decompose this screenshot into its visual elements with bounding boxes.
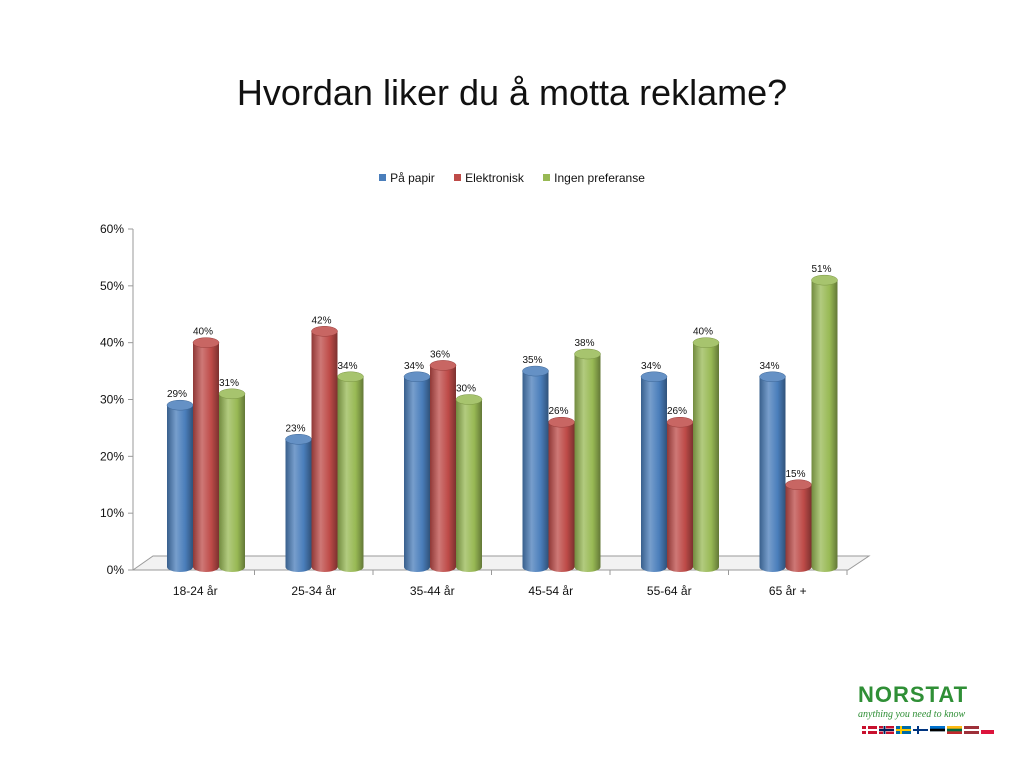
norstat-logo: NORSTAT anything you need to know bbox=[856, 682, 1006, 742]
chart-data-labels: 29% 40% 31% 23% 42% 34% 34% 36% 30% 35% 26% 38% 34% 2… bbox=[167, 264, 832, 480]
data-label-ingen-preferanse-65-ar: 51% bbox=[811, 264, 831, 275]
data-label-ingen-preferanse-35-44-ar: 30% bbox=[456, 384, 476, 395]
data-label-pa-papir-25-34-ar: 23% bbox=[285, 423, 305, 434]
legend-label-ingen-preferanse: Ingen preferanse bbox=[554, 171, 645, 185]
legend-item-elektronisk: Elektronisk bbox=[454, 171, 524, 185]
data-label-pa-papir-55-64-ar: 34% bbox=[641, 361, 661, 372]
bar-elektronisk-45-54-ar bbox=[548, 416, 575, 572]
data-label-elektronisk-18-24-ar: 40% bbox=[193, 327, 213, 338]
y-tick-label: 10% bbox=[100, 506, 124, 520]
data-label-elektronisk-25-34-ar: 42% bbox=[311, 315, 331, 326]
bar-elektronisk-18-24-ar bbox=[192, 337, 220, 572]
legend-swatch-elektronisk bbox=[454, 174, 462, 181]
bar-elektronisk-65-ar bbox=[785, 479, 812, 572]
legend-item-ingen-preferanse: Ingen preferanse bbox=[543, 171, 645, 185]
legend-item-pa-papir: På papir bbox=[379, 171, 435, 185]
legend-swatch-ingen-preferanse bbox=[543, 174, 551, 181]
x-tick-label-25-34-ar: 25-34 år bbox=[291, 584, 336, 598]
chart-title: Hvordan liker du å motta reklame? bbox=[236, 72, 788, 113]
data-label-pa-papir-18-24-ar: 29% bbox=[167, 389, 187, 400]
data-label-elektronisk-65-ar: 15% bbox=[785, 469, 805, 480]
bar-ingen-preferanse-18-24-ar bbox=[218, 388, 246, 572]
bar-ingen-preferanse-55-64-ar bbox=[692, 337, 720, 572]
data-label-ingen-preferanse-55-64-ar: 40% bbox=[693, 327, 713, 338]
chart-legend: På papir Elektronisk Ingen preferanse bbox=[0, 171, 1024, 185]
bar-ingen-preferanse-25-34-ar bbox=[337, 371, 364, 572]
bar-ingen-preferanse-35-44-ar bbox=[455, 394, 483, 572]
legend-label-elektronisk: Elektronisk bbox=[465, 171, 524, 185]
bar-pa-papir-25-34-ar bbox=[285, 434, 312, 572]
bar-ingen-preferanse-65-ar bbox=[811, 274, 838, 572]
bar-pa-papir-65-ar bbox=[759, 371, 786, 572]
bar-pa-papir-35-44-ar bbox=[403, 371, 431, 572]
data-label-ingen-preferanse-18-24-ar: 31% bbox=[219, 378, 239, 389]
logo-tagline: anything you need to know bbox=[858, 709, 966, 720]
data-label-ingen-preferanse-45-54-ar: 38% bbox=[574, 338, 594, 349]
data-label-pa-papir-45-54-ar: 35% bbox=[522, 355, 542, 366]
bar-ingen-preferanse-45-54-ar bbox=[574, 348, 601, 572]
y-tick-label: 60% bbox=[100, 222, 124, 236]
data-label-elektronisk-35-44-ar: 36% bbox=[430, 349, 450, 360]
data-label-ingen-preferanse-25-34-ar: 34% bbox=[337, 361, 357, 372]
data-label-elektronisk-45-54-ar: 26% bbox=[548, 406, 568, 417]
x-tick-label-45-54-ar: 45-54 år bbox=[528, 584, 573, 598]
chart-bars bbox=[166, 274, 838, 572]
legend-label-pa-papir: På papir bbox=[390, 171, 435, 185]
data-label-pa-papir-35-44-ar: 34% bbox=[404, 361, 424, 372]
flags-icon bbox=[862, 726, 994, 734]
data-label-elektronisk-55-64-ar: 26% bbox=[667, 406, 687, 417]
y-tick-label: 50% bbox=[100, 279, 124, 293]
legend-swatch-pa-papir bbox=[379, 174, 387, 181]
x-tick-label-55-64-ar: 55-64 år bbox=[647, 584, 692, 598]
bar-elektronisk-25-34-ar bbox=[311, 326, 338, 572]
y-tick-label: 40% bbox=[100, 336, 124, 350]
x-tick-label-18-24-ar: 18-24 år bbox=[173, 584, 218, 598]
y-tick-label: 0% bbox=[107, 563, 125, 577]
data-label-pa-papir-65-ar: 34% bbox=[759, 361, 779, 372]
bar-elektronisk-55-64-ar bbox=[666, 416, 694, 572]
x-tick-label-65-ar: 65 år + bbox=[769, 584, 807, 598]
bar-pa-papir-45-54-ar bbox=[522, 365, 549, 572]
x-tick-label-35-44-ar: 35-44 år bbox=[410, 584, 455, 598]
bar-pa-papir-18-24-ar bbox=[166, 399, 194, 572]
logo-wordmark: NORSTAT bbox=[858, 682, 969, 707]
y-tick-label: 30% bbox=[100, 393, 124, 407]
bar-pa-papir-55-64-ar bbox=[640, 371, 668, 572]
y-tick-label: 20% bbox=[100, 449, 124, 463]
bar-elektronisk-35-44-ar bbox=[429, 360, 457, 572]
